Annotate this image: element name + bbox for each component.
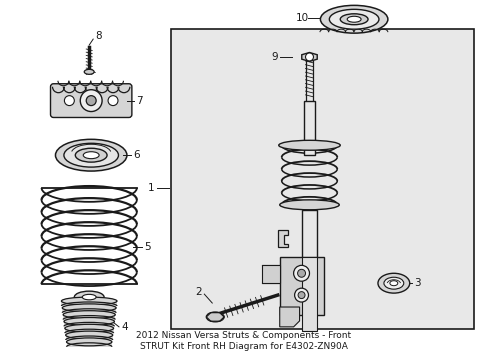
Ellipse shape <box>64 143 118 167</box>
Circle shape <box>293 265 309 281</box>
Circle shape <box>305 53 313 61</box>
Ellipse shape <box>63 311 115 319</box>
Text: 7: 7 <box>136 96 142 105</box>
Text: 9: 9 <box>270 52 277 62</box>
Polygon shape <box>301 53 317 62</box>
Polygon shape <box>277 230 287 247</box>
Circle shape <box>64 96 74 105</box>
Ellipse shape <box>75 148 107 162</box>
Ellipse shape <box>346 16 360 22</box>
Ellipse shape <box>66 338 112 346</box>
Ellipse shape <box>279 200 339 210</box>
Polygon shape <box>279 307 299 327</box>
Bar <box>303 100 315 155</box>
Ellipse shape <box>320 5 387 33</box>
FancyBboxPatch shape <box>50 84 132 117</box>
Ellipse shape <box>389 281 397 286</box>
FancyBboxPatch shape <box>262 265 279 283</box>
Text: 2012 Nissan Versa Struts & Components - Front
STRUT Kit Front RH Diagram for E43: 2012 Nissan Versa Struts & Components - … <box>136 331 351 351</box>
Text: 6: 6 <box>133 150 139 160</box>
Ellipse shape <box>74 291 104 303</box>
Bar <box>279 257 324 315</box>
Bar <box>301 210 317 274</box>
Ellipse shape <box>278 140 340 150</box>
Ellipse shape <box>340 14 367 25</box>
Bar <box>63 315 115 320</box>
Ellipse shape <box>84 69 94 74</box>
Text: 3: 3 <box>413 278 420 288</box>
Ellipse shape <box>61 297 117 305</box>
Bar <box>66 342 112 347</box>
Circle shape <box>108 96 118 105</box>
Text: 10: 10 <box>295 13 308 23</box>
Ellipse shape <box>328 9 378 29</box>
Bar <box>61 301 117 306</box>
Circle shape <box>86 96 96 105</box>
Bar <box>62 308 116 313</box>
Bar <box>64 321 114 327</box>
Ellipse shape <box>64 318 114 325</box>
Text: 4: 4 <box>121 322 127 332</box>
Ellipse shape <box>55 139 127 171</box>
Bar <box>301 257 317 331</box>
Text: 2: 2 <box>195 287 202 297</box>
Ellipse shape <box>83 152 99 159</box>
Ellipse shape <box>65 331 113 339</box>
Ellipse shape <box>65 324 113 332</box>
Text: 1: 1 <box>148 183 154 193</box>
Polygon shape <box>206 312 224 321</box>
Bar <box>65 335 113 340</box>
Ellipse shape <box>383 277 403 289</box>
Ellipse shape <box>82 294 96 300</box>
Circle shape <box>297 269 305 277</box>
Ellipse shape <box>377 273 409 293</box>
Bar <box>65 328 113 333</box>
Text: 8: 8 <box>95 31 102 41</box>
Circle shape <box>298 292 305 298</box>
Circle shape <box>80 90 102 112</box>
Ellipse shape <box>62 304 116 312</box>
Text: 5: 5 <box>143 243 150 252</box>
Circle shape <box>294 288 308 302</box>
Bar <box>170 29 473 329</box>
